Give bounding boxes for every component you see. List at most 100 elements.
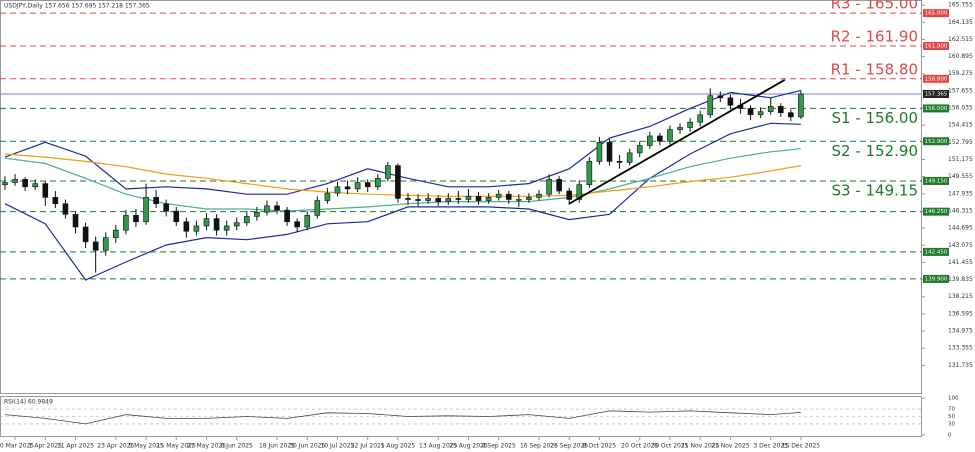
candle-body (163, 203, 169, 212)
level-tag (923, 41, 949, 50)
candle-body (123, 215, 129, 231)
candle-body (193, 225, 200, 232)
level-tag (923, 176, 949, 185)
candle-body (717, 95, 724, 99)
candle-body (677, 127, 683, 130)
candle-body (657, 135, 663, 142)
candle-body (526, 197, 532, 200)
x-tick-label: 4 Sep 2025 (482, 443, 516, 450)
level-tag (923, 104, 949, 113)
y-tick-label: 151.175 (948, 156, 973, 163)
candle-body (546, 179, 552, 195)
level-tag-label: 158.800 (925, 76, 948, 82)
candle-body (254, 211, 260, 217)
level-tag-label: 139.900 (925, 276, 948, 282)
x-tick-label: 30 Oct 2025 (651, 443, 688, 450)
candle-body (374, 178, 381, 188)
candle-body (425, 198, 431, 201)
candle-body (183, 221, 190, 232)
x-tick-label: 15 Dec 2025 (782, 443, 821, 450)
rsi-tick-label: 30 (948, 421, 955, 427)
rsi-tick-label: 0 (948, 433, 952, 439)
x-tick-label: 1 Apr 2025 (29, 443, 62, 450)
x-tick-label: 22 Jul 2025 (351, 443, 385, 450)
y-tick-label: 147.935 (948, 190, 973, 197)
x-tick-label: 26 Sep 2025 (550, 443, 588, 450)
level-tag-label: 149.150 (925, 178, 948, 184)
candle-body (294, 221, 300, 228)
x-tick-label: 15 May 2025 (157, 443, 196, 450)
candle-body (505, 193, 512, 200)
x-tick-label: 11 Apr 2025 (57, 443, 94, 450)
overlay-line (4, 153, 802, 197)
candle-body (133, 215, 139, 223)
y-tick-label: 136.595 (948, 310, 973, 317)
candle-body (42, 183, 49, 198)
rsi-tick-label: 50 (948, 414, 955, 420)
rsi-tick-label: 100 (948, 396, 959, 402)
level-tag-label: 165.000 (925, 11, 948, 17)
x-tick-label: 20 Mar 2025 (0, 443, 34, 450)
y-tick-label: 162.515 (948, 36, 973, 43)
level-tag (923, 74, 949, 83)
candle-body (304, 215, 311, 228)
candle-body (707, 95, 714, 116)
y-tick-label: 156.035 (948, 105, 973, 112)
last-price-label: 157.365 (925, 91, 948, 97)
last-price-tag (923, 89, 949, 98)
level-tag-label: 161.900 (925, 43, 948, 49)
level-tag (923, 137, 949, 146)
y-tick-label: 141.455 (948, 259, 973, 266)
candle-body (113, 229, 119, 238)
x-tick-label: 11 Nov 2025 (681, 443, 720, 450)
candle-body (435, 198, 442, 202)
y-tick-label: 144.695 (948, 225, 973, 232)
rsi-tick-label: 70 (948, 407, 955, 413)
candle-body (727, 97, 734, 106)
candle-body (516, 199, 522, 201)
candle-body (32, 183, 39, 188)
level-label: S1 - 156.00 (832, 109, 919, 127)
level-label: R2 - 161.90 (831, 27, 918, 45)
candle-body (344, 186, 351, 190)
x-tick-label: 16 Sep 2025 (520, 443, 558, 450)
candle-body (798, 93, 804, 118)
level-label: R1 - 158.80 (831, 60, 918, 78)
level-label: R3 - 165.00 (831, 0, 918, 13)
candle-body (405, 198, 411, 200)
x-tick-label: 6 Jun 2025 (221, 443, 253, 450)
candle-body (12, 179, 18, 183)
candle-body (415, 199, 421, 201)
candle-body (223, 225, 230, 231)
y-tick-label: 133.355 (948, 345, 973, 352)
candle-body (485, 197, 492, 201)
overlay-line (4, 89, 802, 195)
x-tick-label: 30 Jun 2025 (289, 443, 325, 450)
candle-body (92, 241, 99, 251)
candle-body (2, 182, 8, 185)
candle-body (314, 200, 321, 216)
candle-body (576, 184, 583, 200)
x-tick-label: 25 Aug 2025 (449, 443, 488, 450)
candle-body (274, 205, 280, 211)
x-tick-label: 21 Nov 2025 (711, 443, 750, 450)
candle-body (62, 203, 69, 215)
y-tick-label: 157.655 (948, 87, 973, 94)
x-tick-label: 20 Oct 2025 (621, 443, 658, 450)
x-tick-label: 8 Oct 2025 (583, 443, 616, 450)
candle-body (264, 205, 270, 213)
candle-body (244, 216, 250, 224)
level-tag-label: 152.900 (925, 139, 948, 145)
y-tick-label: 159.275 (948, 70, 973, 77)
candle-body (143, 197, 149, 223)
candle-body (687, 121, 693, 128)
y-tick-label: 152.795 (948, 139, 973, 146)
candle-body (465, 196, 472, 200)
candle-body (767, 106, 774, 112)
candle-body (757, 111, 764, 116)
level-tag-label: 146.250 (925, 209, 948, 215)
candle-body (153, 197, 159, 205)
x-tick-label: 10 Jul 2025 (320, 443, 354, 450)
main-panel (0, 0, 922, 394)
